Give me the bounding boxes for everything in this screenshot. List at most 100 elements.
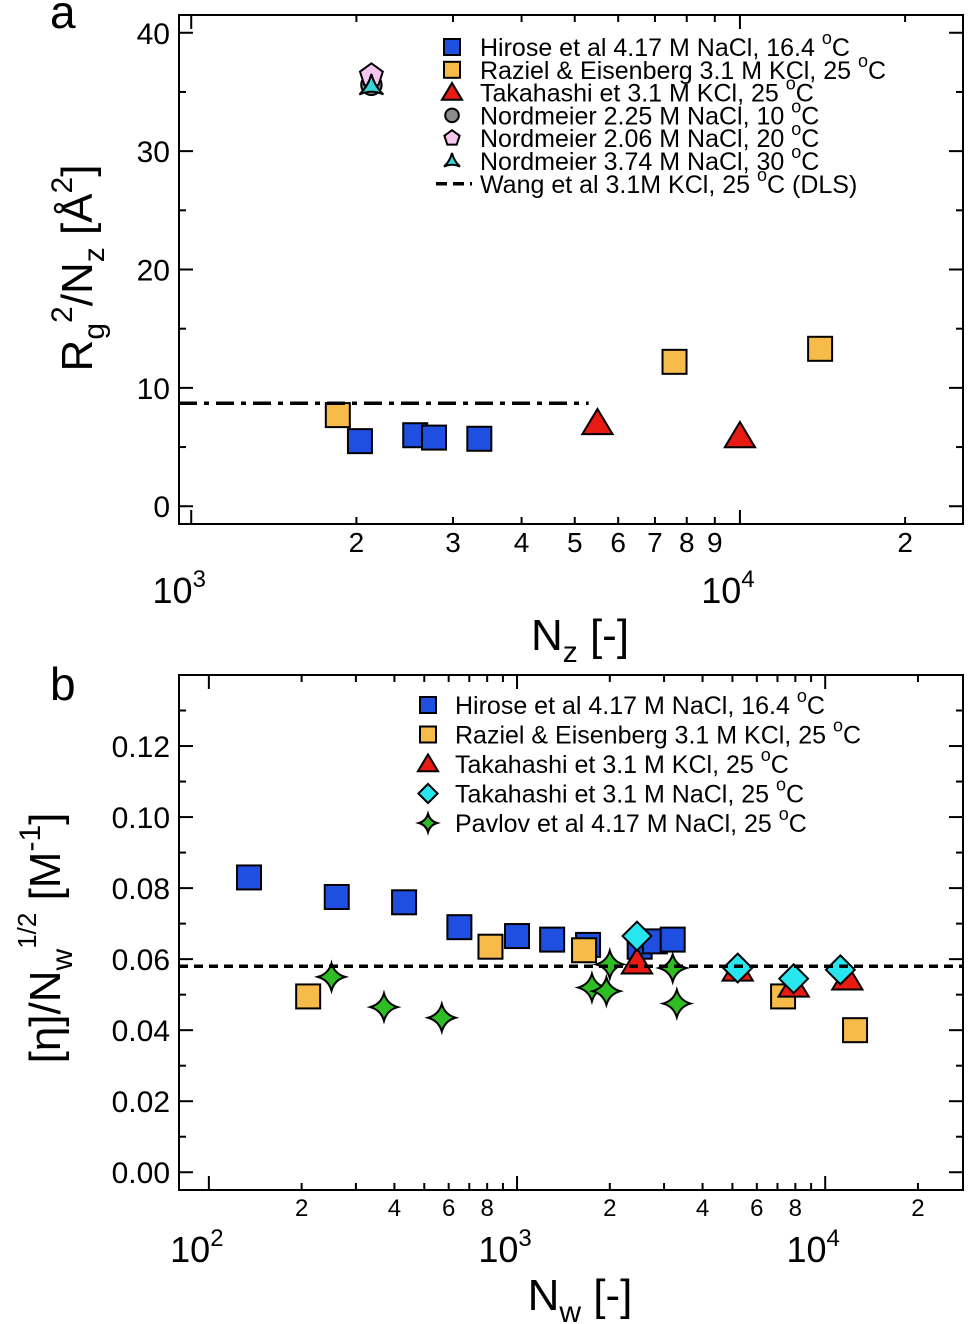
legend-marker [416, 752, 440, 773]
y-label-part: ] [21, 813, 70, 825]
x-tick-label: 103 [478, 1225, 531, 1270]
y-label-part: [M [21, 852, 70, 913]
y-label-part: R [53, 340, 102, 372]
legend-entry: Hirose et al 4.17 M NaCl, 16.4 oC [480, 28, 850, 62]
y-label-part: 2 [46, 177, 79, 194]
legend-marker [415, 810, 441, 836]
legend-entry: Wang et al 3.1M KCl, 25 oC (DLS) [480, 165, 857, 199]
data-point [539, 926, 566, 953]
plot-frame [178, 674, 964, 1191]
y-label-part: /N [53, 262, 102, 306]
plot-area-a: 0 10 20 30 40 103 104 2 3 4 5 6 7 8 9 2 Hirose et al 4.1… [137, 14, 964, 611]
data-point [721, 952, 754, 984]
legend-marker [444, 107, 460, 124]
y-axis-label-b: [η]/Nw1/2 [M-1] [12, 813, 79, 1064]
data-point [777, 962, 810, 995]
data-point [580, 407, 615, 436]
data-point [592, 946, 628, 982]
x-tick-label: 104 [701, 566, 754, 611]
y-label-part: [η]/N [21, 970, 70, 1063]
legend-entry: Takahashi et 3.1 M NaCl, 25 oC [455, 775, 804, 809]
x-minor-tick-label: 8 [480, 1195, 493, 1222]
x-tick-label: 103 [153, 566, 206, 611]
legend-marker [440, 81, 464, 101]
data-point [504, 923, 531, 950]
data-point [466, 425, 493, 452]
y-label-part: ] [53, 165, 102, 177]
legend-entry: Nordmeier 2.06 M NaCl, 20 oC [480, 119, 819, 153]
data-point [659, 986, 695, 1022]
legend-marker [443, 152, 461, 168]
x-axis-label-sub: w [558, 1296, 581, 1324]
data-point [421, 424, 448, 451]
y-tick-label: 10 [137, 373, 170, 406]
data-point [842, 1017, 869, 1044]
y-tick-label: 20 [137, 255, 170, 288]
y-label-part: 1/2 [12, 913, 42, 949]
x-minor-tick-label: 3 [445, 527, 461, 558]
data-point [366, 989, 402, 1025]
panel-b: b 0.00 0.02 0.04 0.06 0.08 0.10 0.12 102 103 104 2… [12, 658, 964, 1324]
y-label-part: 2 [46, 306, 79, 323]
data-point [661, 348, 688, 375]
legend-entry: Nordmeier 2.25 M NaCl, 10 oC [480, 96, 819, 130]
data-point [477, 933, 504, 960]
legend-entry: Nordmeier 3.74 M NaCl, 30 oC [480, 142, 819, 176]
x-minor-tick-label: 6 [442, 1195, 455, 1222]
legend-marker [419, 696, 437, 714]
data-point [346, 428, 373, 455]
legend-marker [443, 128, 461, 146]
legend-entry: Hirose et al 4.17 M NaCl, 16.4 oC [455, 686, 825, 720]
legend-entry: Pavlov et al 4.17 M NaCl, 25 oC [455, 804, 807, 838]
legend-marker [419, 725, 437, 744]
data-point [313, 959, 350, 995]
data-point [723, 420, 757, 449]
plot-area-b: 0.00 0.02 0.04 0.06 0.08 0.10 0.12 102 103 104 2 4 6… [112, 674, 964, 1270]
y-tick-label: 0.08 [112, 873, 170, 906]
y-tick-label: 0 [153, 491, 170, 524]
x-minor-tick-label: 5 [567, 527, 583, 558]
x-minor-tick-label: 2 [897, 527, 913, 558]
legend-entry: Raziel & Eisenberg 3.1 M KCl, 25 oC [455, 716, 861, 750]
x-minor-tick-label: 2 [349, 527, 365, 558]
x-minor-tick-label: 7 [647, 527, 663, 558]
data-point [424, 1000, 460, 1036]
x-minor-tick-label: 4 [514, 527, 530, 558]
legend-marker [416, 782, 440, 805]
x-minor-tick-label: 6 [750, 1195, 763, 1222]
data-point [236, 864, 263, 891]
x-axis-label-b: Nw [-] [528, 1271, 633, 1324]
y-tick-label: 0.02 [112, 1086, 170, 1119]
x-tick-label: 102 [170, 1225, 223, 1270]
data-point [659, 926, 686, 953]
x-axis-label-a: Nz [-] [531, 611, 629, 669]
x-minor-tick-label: 8 [679, 527, 695, 558]
x-axis-label-rest: [-] [578, 611, 629, 660]
data-point [807, 335, 834, 362]
x-minor-tick-label: 2 [603, 1195, 616, 1222]
data-point [446, 914, 473, 941]
x-axis-label-rest: [-] [581, 1271, 632, 1320]
x-axis-label-main: N [531, 611, 563, 660]
x-minor-tick-label: 4 [696, 1195, 709, 1222]
legend-entry: Takahashi et 3.1 M KCl, 25 oC [455, 745, 789, 779]
legend-marker [443, 60, 461, 79]
x-minor-tick-label: 2 [911, 1195, 924, 1222]
panel-label-b: b [50, 658, 76, 710]
panel-label-a: a [50, 0, 76, 38]
data-point [621, 920, 653, 952]
data-point [323, 883, 350, 910]
panel-a: a 0 10 20 30 40 103 104 2 3 4 5 6 7 8 9 2 Hirose et al 4… [46, 0, 964, 669]
data-point [655, 950, 691, 986]
x-minor-tick-label: 8 [789, 1195, 802, 1222]
x-axis-label-main: N [528, 1271, 560, 1320]
legend-entry: Takahashi et 3.1 M KCl, 25 oC [480, 74, 814, 108]
x-tick-label: 104 [786, 1225, 839, 1270]
y-tick-label: 0.10 [112, 802, 170, 835]
y-label-part: w [46, 948, 79, 971]
y-tick-label: 0.04 [112, 1015, 170, 1048]
data-point [571, 937, 598, 964]
y-axis-label-a: Rg2/Nz [Å2] [46, 165, 111, 372]
y-label-part: g [78, 323, 111, 340]
